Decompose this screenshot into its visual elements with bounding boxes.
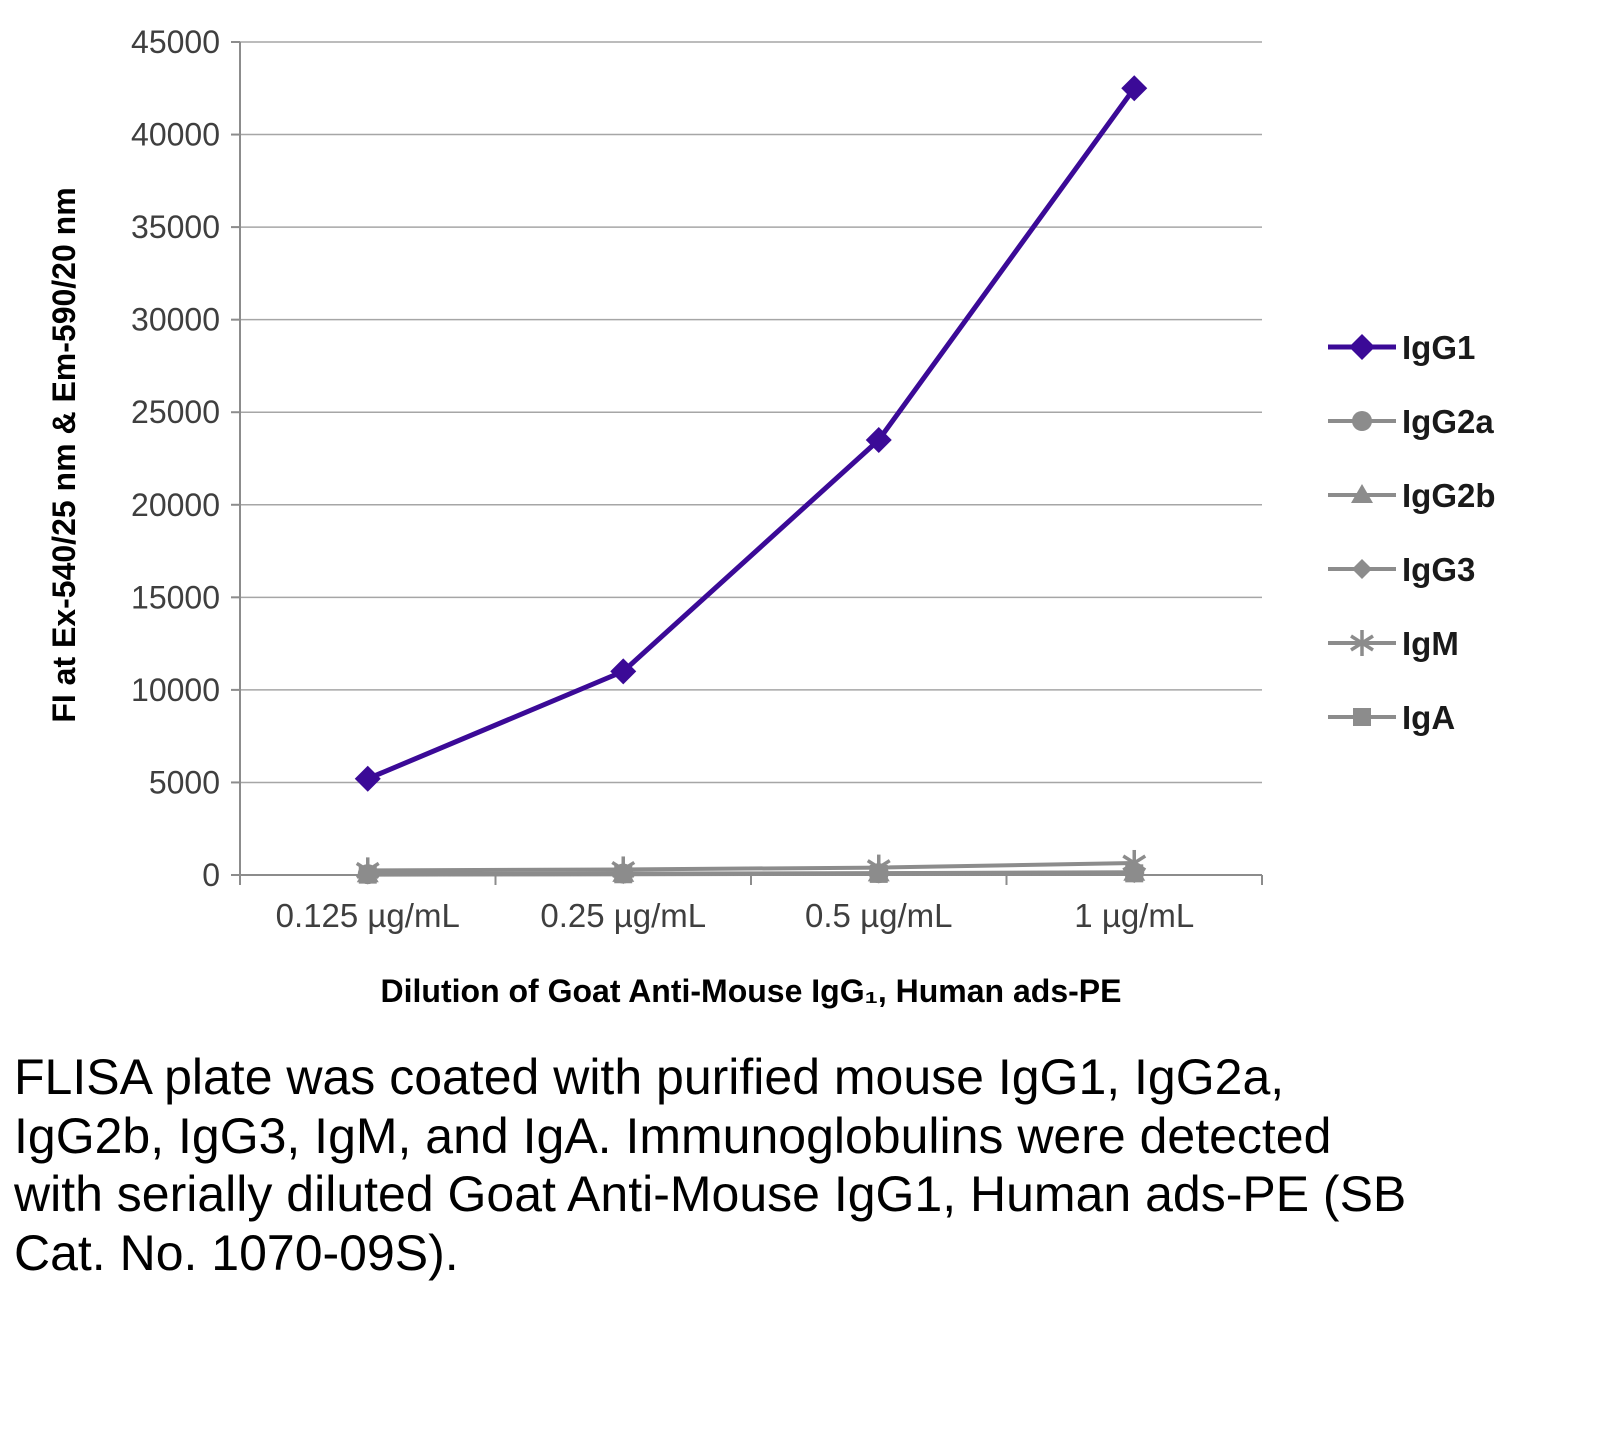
x-tick-label: 0.125 µg/mL bbox=[276, 897, 460, 934]
legend-label-IgM: IgM bbox=[1402, 625, 1459, 662]
y-tick-label: 35000 bbox=[131, 209, 220, 245]
diamond-icon bbox=[1349, 334, 1375, 360]
legend-item-IgG2a: IgG2a bbox=[1328, 403, 1494, 440]
circle-marker-IgG2a bbox=[868, 863, 889, 884]
x-axis-title: Dilution of Goat Anti-Mouse IgG₁, Human … bbox=[381, 973, 1122, 1009]
y-tick-label: 5000 bbox=[149, 764, 220, 800]
legend-label-IgA: IgA bbox=[1402, 699, 1455, 736]
series-IgG1 bbox=[354, 75, 1148, 792]
circle-icon bbox=[1352, 411, 1372, 431]
x-tick-label: 0.5 µg/mL bbox=[805, 897, 952, 934]
diamond-icon bbox=[1352, 559, 1372, 579]
y-tick-label: 20000 bbox=[131, 487, 220, 523]
y-tick-label: 30000 bbox=[131, 302, 220, 338]
legend-item-IgG1: IgG1 bbox=[1328, 329, 1475, 366]
y-tick-label: 40000 bbox=[131, 117, 220, 153]
series-IgG2a bbox=[357, 862, 1145, 885]
star-spoke bbox=[1350, 634, 1374, 652]
y-tick-label: 15000 bbox=[131, 579, 220, 615]
legend-item-IgM: IgM bbox=[1328, 625, 1459, 662]
y-tick-label: 10000 bbox=[131, 672, 220, 708]
diamond-marker-IgG1 bbox=[865, 426, 892, 453]
series-line-IgG2a bbox=[365, 870, 1137, 877]
star-icon bbox=[1350, 630, 1374, 656]
y-tick-label: 45000 bbox=[131, 24, 220, 60]
circle-marker-IgG2a bbox=[613, 863, 634, 884]
legend-label-IgG3: IgG3 bbox=[1402, 551, 1475, 588]
legend: IgG1 IgG2a IgG2b IgG3 IgM IgA bbox=[1328, 329, 1496, 736]
circle-marker-IgG2a bbox=[1124, 862, 1145, 883]
legend-item-IgG3: IgG3 bbox=[1328, 551, 1475, 588]
y-tick-label: 0 bbox=[202, 857, 220, 893]
figure-caption: FLISA plate was coated with purified mou… bbox=[14, 1049, 1407, 1281]
legend-label-IgG2a: IgG2a bbox=[1402, 403, 1494, 440]
diamond-marker-IgG1 bbox=[610, 658, 637, 685]
circle-marker-IgG2a bbox=[357, 864, 378, 885]
y-tick-label: 25000 bbox=[131, 394, 220, 430]
x-tick-label: 1 µg/mL bbox=[1074, 897, 1194, 934]
legend-label-IgG2b: IgG2b bbox=[1402, 477, 1496, 514]
diamond-marker-IgG1 bbox=[1121, 75, 1148, 102]
y-axis-title: FI at Ex-540/25 nm & Em-590/20 nm bbox=[46, 187, 82, 722]
legend-item-IgG2b: IgG2b bbox=[1328, 477, 1496, 514]
line-chart: 0 5000 10000 15000 20000 25000 30000 35000 40000… bbox=[46, 24, 1496, 1009]
x-tick-label: 0.25 µg/mL bbox=[540, 897, 706, 934]
series-line-IgM bbox=[365, 860, 1137, 873]
chart-plot-area: 0 5000 10000 15000 20000 25000 30000 35000 40000… bbox=[131, 24, 1496, 934]
triangle-icon bbox=[1351, 484, 1373, 503]
diamond-marker-IgG1 bbox=[354, 765, 381, 792]
legend-label-IgG1: IgG1 bbox=[1402, 329, 1475, 366]
series-line-IgG1 bbox=[365, 85, 1137, 782]
square-icon bbox=[1353, 708, 1371, 726]
legend-item-IgA: IgA bbox=[1328, 699, 1455, 736]
